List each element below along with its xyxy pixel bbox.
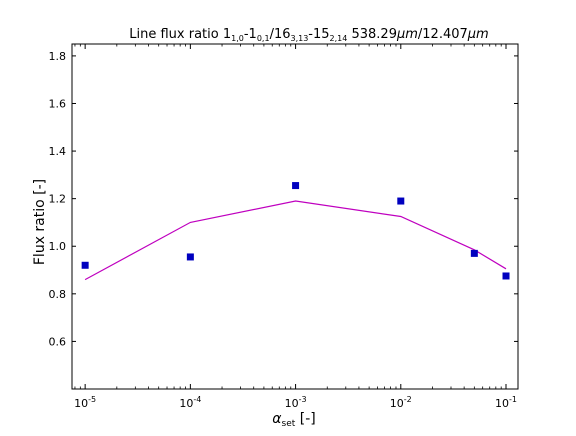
y-tick-label: 1.8 (49, 50, 67, 63)
y-axis-label: Flux ratio [-] (32, 179, 48, 265)
x-tick-label: 10-4 (179, 395, 201, 410)
x-tick-label: 10-2 (390, 395, 412, 410)
plot-frame (71, 43, 519, 390)
data-point (502, 272, 510, 280)
chart-title: Line flux ratio 11,0-10,1/163,13-152,14 … (129, 27, 488, 43)
x-axis-label: αset [-] (272, 411, 315, 429)
x-axis-unit: [-] (295, 411, 315, 427)
data-point (186, 253, 194, 261)
data-point (397, 197, 405, 205)
title-suffix: 538.29 (347, 27, 397, 42)
x-tick-label: 10-3 (285, 395, 307, 410)
title-sub-4: 2,14 (330, 34, 348, 43)
title-unit-1: μm (396, 27, 418, 42)
y-tick-label: 0.6 (49, 335, 67, 348)
y-tick-label: 1.4 (49, 145, 67, 158)
data-point (81, 261, 89, 269)
y-tick-label: 1.0 (49, 240, 67, 253)
y-axis-label-text: Flux ratio [-] (32, 179, 48, 265)
title-sub-1: 1,0 (231, 34, 244, 43)
title-mid-3: -15 (308, 27, 329, 42)
title-mid-2: /16 (270, 27, 291, 42)
plot-area: 0.6 0.8 1.0 1.2 1.4 1.6 1.8 10-5 10-4 10-3 10-2 10-… (49, 43, 519, 410)
data-point (292, 182, 300, 190)
title-sub-3: 3,13 (290, 34, 308, 43)
title-unit-2: μm (467, 27, 489, 42)
title-slash: /12.407 (418, 27, 468, 42)
y-tick-label: 1.2 (49, 193, 67, 206)
svg-text:αset [-]: αset [-] (272, 411, 315, 429)
y-tick-label: 1.6 (49, 97, 67, 110)
svg-text:Line flux ratio 11,0-10,1/163,: Line flux ratio 11,0-10,1/163,13-152,14 … (129, 27, 488, 43)
title-sub-2: 0,1 (257, 34, 270, 43)
x-axis-subscript: set (282, 419, 296, 429)
x-axis-symbol: α (272, 411, 282, 427)
title-prefix: Line flux ratio 1 (129, 27, 231, 42)
y-tick-label: 0.8 (49, 288, 67, 301)
x-tick-label: 10-1 (495, 395, 517, 410)
model-line (84, 200, 507, 281)
data-point (470, 249, 478, 257)
x-tick-label: 10-5 (74, 395, 96, 410)
title-mid-1: -1 (244, 27, 257, 42)
